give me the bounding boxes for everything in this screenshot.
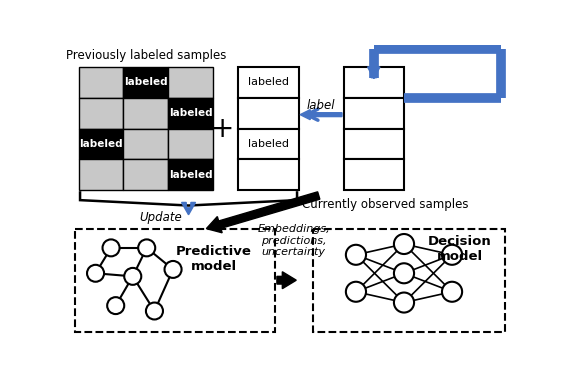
FancyArrow shape <box>367 67 380 79</box>
FancyArrow shape <box>300 110 342 120</box>
Text: labeled: labeled <box>248 139 289 149</box>
Circle shape <box>107 297 124 314</box>
Bar <box>312 229 505 332</box>
Text: Embeddings,
predictions,
uncertainty: Embeddings, predictions, uncertainty <box>258 224 330 257</box>
Bar <box>123 67 169 98</box>
Circle shape <box>394 234 414 254</box>
Text: labeled: labeled <box>169 108 213 118</box>
Bar <box>79 98 123 129</box>
Bar <box>238 159 299 190</box>
FancyArrow shape <box>182 203 195 215</box>
Bar <box>169 98 213 129</box>
Bar <box>238 98 299 129</box>
Text: labeled: labeled <box>169 170 213 180</box>
Circle shape <box>102 239 119 256</box>
Circle shape <box>138 239 155 256</box>
Text: +: + <box>211 115 234 143</box>
Bar <box>79 67 123 98</box>
Bar <box>169 129 213 159</box>
Text: Decision
model: Decision model <box>428 235 492 263</box>
FancyArrow shape <box>277 272 296 289</box>
FancyArrow shape <box>207 192 320 233</box>
Bar <box>344 98 404 129</box>
Text: label: label <box>307 99 335 112</box>
Circle shape <box>442 245 462 265</box>
Bar <box>344 67 404 98</box>
Bar <box>79 129 123 159</box>
Bar <box>169 159 213 190</box>
Circle shape <box>165 261 182 278</box>
Text: labeled: labeled <box>79 139 123 149</box>
Circle shape <box>146 302 163 319</box>
Text: Update: Update <box>140 211 182 224</box>
Circle shape <box>124 268 142 285</box>
Bar <box>238 129 299 159</box>
Circle shape <box>394 263 414 283</box>
Text: Predictive
model: Predictive model <box>176 245 252 273</box>
Text: labeled: labeled <box>124 77 168 87</box>
Circle shape <box>394 293 414 313</box>
Text: labeled: labeled <box>248 77 289 87</box>
Circle shape <box>87 265 104 282</box>
Circle shape <box>442 282 462 302</box>
Bar <box>79 159 123 190</box>
Bar <box>123 129 169 159</box>
Bar <box>75 229 275 332</box>
Bar <box>123 98 169 129</box>
Text: Currently observed samples: Currently observed samples <box>302 198 469 211</box>
Bar <box>344 129 404 159</box>
Circle shape <box>346 245 366 265</box>
Circle shape <box>346 282 366 302</box>
Text: Previously labeled samples: Previously labeled samples <box>66 49 226 62</box>
Bar <box>344 159 404 190</box>
Bar <box>238 67 299 98</box>
Bar <box>169 67 213 98</box>
Bar <box>123 159 169 190</box>
